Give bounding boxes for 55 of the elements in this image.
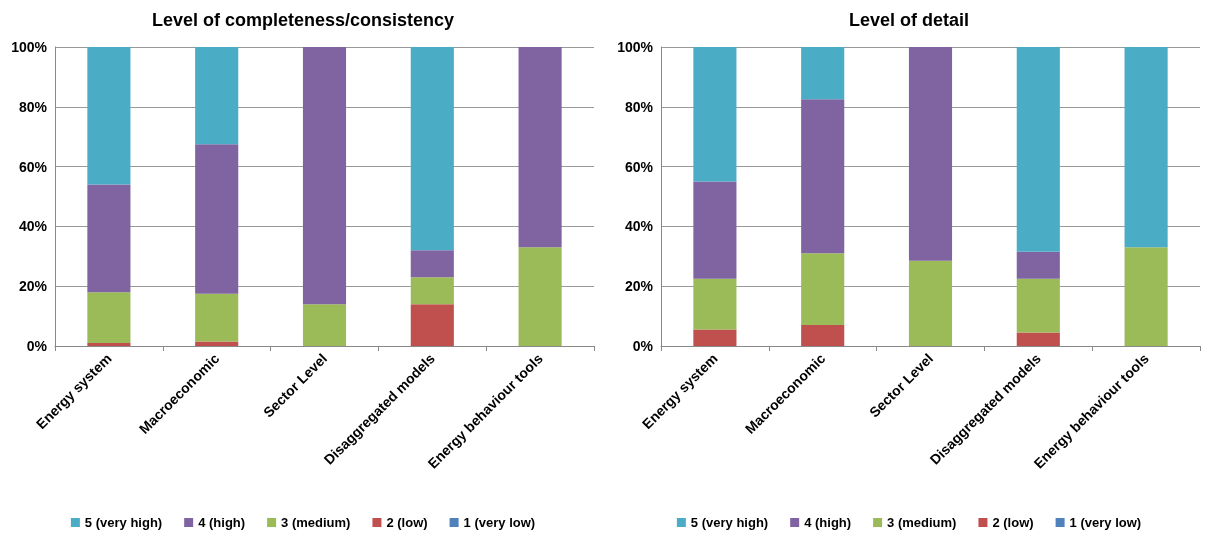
bar [1016,332,1060,346]
bar [302,304,347,346]
legend-label: 3 (medium) [887,515,957,530]
bar [410,47,454,251]
y-tick-label: 0% [632,338,654,354]
legend-label: 2 (low) [386,515,428,530]
y-tick-label: 60% [18,158,48,175]
legend-label: 5 (very high) [84,515,163,530]
bar [1016,47,1060,252]
legend-label: 3 (medium) [281,515,351,530]
bar [410,304,454,346]
bar [1016,251,1060,279]
bar [693,329,737,346]
bar [1016,278,1060,333]
bar [693,278,737,330]
bar [518,247,562,346]
bar [908,47,953,261]
y-tick-label: 80% [18,98,48,115]
bar [801,253,845,326]
y-tick-label: 40% [624,218,654,235]
bar [908,260,953,346]
y-tick-label: 100% [11,39,48,55]
bar [195,47,239,145]
bar [195,293,239,342]
bar [801,47,845,100]
bar [801,99,845,254]
legend-label: 4 (high) [198,515,246,530]
legend-label: 1 (very low) [1069,515,1142,530]
bar [1124,247,1168,346]
bar [410,277,454,305]
bar [801,325,845,346]
y-tick-label: 100% [617,39,654,55]
legend-label: 5 (very high) [690,515,769,530]
y-tick-label: 0% [26,338,48,354]
chart-title: Level of detail [848,10,970,30]
y-tick-label: 40% [18,218,48,235]
bar [1124,47,1168,248]
bar [693,47,737,182]
bar [302,47,347,305]
bar [410,250,454,278]
y-tick-label: 60% [624,158,654,175]
bar [87,184,131,293]
y-tick-label: 20% [624,278,654,295]
y-tick-label: 80% [624,98,654,115]
legend-label: 2 (low) [992,515,1034,530]
bar [518,47,562,248]
bar [693,181,737,279]
legend-label: 4 (high) [804,515,852,530]
bar [87,292,131,344]
y-tick-label: 20% [18,278,48,295]
chart-title: Level of completeness/consistency [151,10,455,30]
bar [195,144,239,294]
bar [87,343,131,346]
bar [87,47,131,185]
legend-label: 1 (very low) [463,515,536,530]
